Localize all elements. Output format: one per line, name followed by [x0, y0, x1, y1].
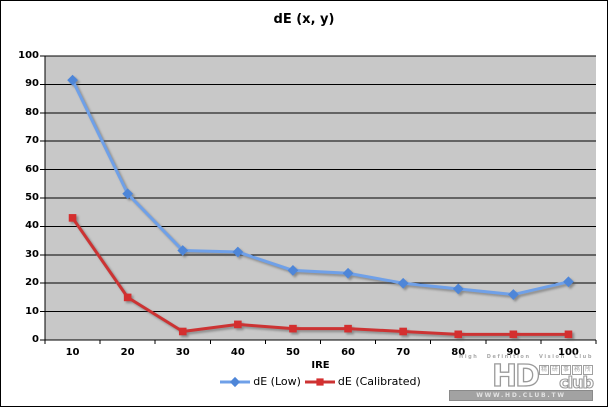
data-point-marker — [67, 74, 78, 86]
data-point-marker — [452, 283, 464, 295]
data-point-marker — [399, 327, 407, 336]
logo-cjk-box: 所 — [583, 365, 593, 375]
y-tick-label: 40 — [25, 220, 39, 232]
data-point-marker — [507, 289, 519, 300]
data-point-marker — [232, 246, 244, 258]
y-tick-label: 80 — [25, 106, 39, 118]
logo-right-block: 精研事務所 club — [539, 365, 595, 392]
logo-cjk-box: 研 — [550, 365, 560, 375]
x-tick-label: 40 — [230, 347, 245, 358]
logo-hd-text: HD — [491, 359, 540, 394]
data-point-marker — [344, 324, 352, 333]
data-point-marker — [342, 267, 354, 279]
chart-title: dE (x, y) — [273, 12, 335, 27]
legend-item-0: dE (Low) — [220, 375, 301, 388]
data-point-marker — [563, 276, 574, 288]
x-tick-label: 70 — [396, 347, 411, 358]
logo-cjk-box: 精 — [539, 365, 549, 375]
data-point-marker — [68, 214, 77, 222]
legend: dE (Low) dE (Calibrated) — [45, 375, 596, 388]
series-1 — [68, 214, 573, 339]
series-line — [71, 217, 569, 336]
data-point-marker — [177, 245, 189, 256]
hdclub-logo: HD 精研事務所 club — [449, 359, 595, 394]
watermark-tagline: High Definition Vision Club — [459, 354, 593, 360]
watermark-url: WWW.HD.CLUB.TW — [449, 390, 593, 401]
data-point-marker — [287, 265, 299, 276]
y-tick-label: 10 — [25, 305, 39, 317]
legend-item-1: dE (Calibrated) — [304, 375, 421, 388]
logo-cjk-box: 事 — [561, 365, 571, 375]
watermark: High Definition Vision Club HD 精研事務所 clu… — [449, 354, 595, 401]
data-point-marker — [122, 188, 134, 200]
data-point-marker — [178, 327, 187, 336]
legend-marker — [304, 377, 335, 386]
y-tick-label: 100 — [18, 50, 39, 61]
series-0 — [67, 74, 574, 300]
x-tick-label: 100 — [558, 347, 579, 358]
legend-label: dE (Calibrated) — [337, 375, 421, 388]
logo-cjk-boxes: 精研事務所 — [539, 365, 593, 375]
legend-marker — [220, 376, 251, 387]
x-tick-label: 50 — [285, 347, 300, 358]
data-point-marker — [454, 330, 463, 339]
data-point-marker — [509, 330, 518, 339]
y-tick-label: 50 — [25, 192, 39, 203]
y-tick-label: 60 — [25, 163, 39, 175]
x-tick-label: 60 — [341, 347, 355, 358]
y-tick-label: 20 — [25, 277, 39, 289]
data-point-marker — [397, 277, 409, 289]
logo-club-text: club — [559, 373, 595, 392]
y-tick-label: 70 — [25, 135, 39, 147]
x-tick-label: 10 — [65, 347, 80, 358]
y-tick-label: 30 — [25, 248, 39, 260]
x-axis-title: IRE — [311, 360, 330, 371]
legend-label: dE (Low) — [253, 375, 301, 388]
x-tick-label: 30 — [175, 347, 190, 358]
x-tick-label: 90 — [506, 347, 521, 358]
data-point-marker — [289, 324, 297, 333]
x-tick-label: 80 — [451, 347, 466, 358]
data-point-marker — [123, 293, 132, 302]
series-line — [71, 79, 569, 297]
x-tick-label: 20 — [120, 347, 135, 358]
data-point-marker — [564, 330, 573, 339]
y-tick-label: 90 — [25, 78, 39, 90]
data-point-marker — [234, 320, 242, 329]
y-tick-label: 0 — [32, 334, 39, 345]
logo-cjk-box: 務 — [572, 365, 582, 375]
